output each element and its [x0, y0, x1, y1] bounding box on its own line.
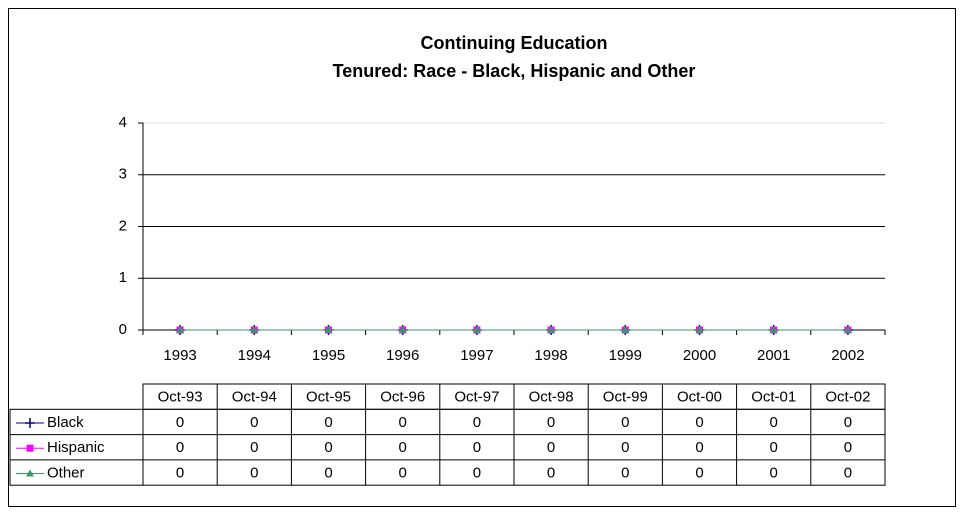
- table-cell: 0: [473, 414, 481, 431]
- table-header: Oct-01: [751, 389, 796, 406]
- x-tick-label: 1995: [312, 347, 345, 364]
- table-cell: 0: [324, 465, 332, 482]
- marker: [843, 326, 852, 333]
- table-cell: 0: [695, 465, 703, 482]
- table-cell: 0: [250, 465, 258, 482]
- table-cell: 0: [621, 439, 629, 456]
- table-cell: 0: [770, 439, 778, 456]
- x-tick-label: 1996: [386, 347, 419, 364]
- marker: [250, 326, 259, 333]
- table-header: Oct-93: [158, 389, 203, 406]
- table-cell: 0: [399, 439, 407, 456]
- table-cell: 0: [770, 414, 778, 431]
- x-tick-label: 2001: [757, 347, 790, 364]
- table-cell: 0: [547, 414, 555, 431]
- marker: [769, 326, 778, 333]
- y-tick-label: 2: [119, 217, 127, 234]
- table-cell: 0: [324, 439, 332, 456]
- table-cell: 0: [250, 414, 258, 431]
- table-cell: 0: [844, 465, 852, 482]
- marker: [398, 326, 407, 333]
- marker: [621, 326, 630, 333]
- legend-label: Black: [47, 414, 84, 431]
- table-cell: 0: [399, 414, 407, 431]
- table-cell: 0: [176, 465, 184, 482]
- y-tick-label: 1: [119, 269, 127, 286]
- chart-subtitle: Tenured: Race - Black, Hispanic and Othe…: [333, 61, 696, 81]
- y-tick-label: 4: [119, 114, 127, 131]
- chart-border: [8, 8, 956, 507]
- x-tick-label: 1994: [238, 347, 271, 364]
- table-header: Oct-98: [529, 389, 574, 406]
- x-tick-label: 2002: [831, 347, 864, 364]
- marker: [26, 469, 34, 477]
- legend-label: Hispanic: [47, 439, 105, 456]
- table-border: [9, 408, 886, 486]
- x-tick-label: 2000: [683, 347, 716, 364]
- chart-title: Continuing Education: [421, 33, 608, 53]
- table-cell: 0: [844, 414, 852, 431]
- table-cell: 0: [324, 414, 332, 431]
- table-cell: 0: [547, 465, 555, 482]
- y-tick-label: 0: [119, 321, 127, 338]
- y-tick-label: 3: [119, 166, 127, 183]
- table-cell: 0: [547, 439, 555, 456]
- table-cell: 0: [176, 439, 184, 456]
- table-cell: 0: [250, 439, 258, 456]
- table-cell: 0: [399, 465, 407, 482]
- table-cell: 0: [621, 414, 629, 431]
- table-header: Oct-97: [454, 389, 499, 406]
- x-tick-label: 1997: [460, 347, 493, 364]
- table-cell: 0: [695, 439, 703, 456]
- marker: [547, 326, 556, 333]
- x-tick-label: 1999: [609, 347, 642, 364]
- table-cell: 0: [473, 465, 481, 482]
- table-cell: 0: [844, 439, 852, 456]
- table-header: Oct-94: [232, 389, 277, 406]
- marker: [26, 444, 34, 452]
- legend-label: Other: [47, 465, 85, 482]
- table-cell: 0: [621, 465, 629, 482]
- table-header: Oct-95: [306, 389, 351, 406]
- table-cell: 0: [695, 414, 703, 431]
- table-header: Oct-99: [603, 389, 648, 406]
- table-cell: 0: [176, 414, 184, 431]
- marker: [324, 326, 333, 333]
- marker: [695, 326, 704, 333]
- x-tick-label: 1998: [534, 347, 567, 364]
- marker: [25, 417, 35, 428]
- table-header: Oct-96: [380, 389, 425, 406]
- table-header: Oct-02: [825, 389, 870, 406]
- marker: [472, 326, 481, 333]
- marker: [176, 326, 185, 333]
- table-header: Oct-00: [677, 389, 722, 406]
- table-cell: 0: [770, 465, 778, 482]
- x-tick-label: 1993: [163, 347, 196, 364]
- table-cell: 0: [473, 439, 481, 456]
